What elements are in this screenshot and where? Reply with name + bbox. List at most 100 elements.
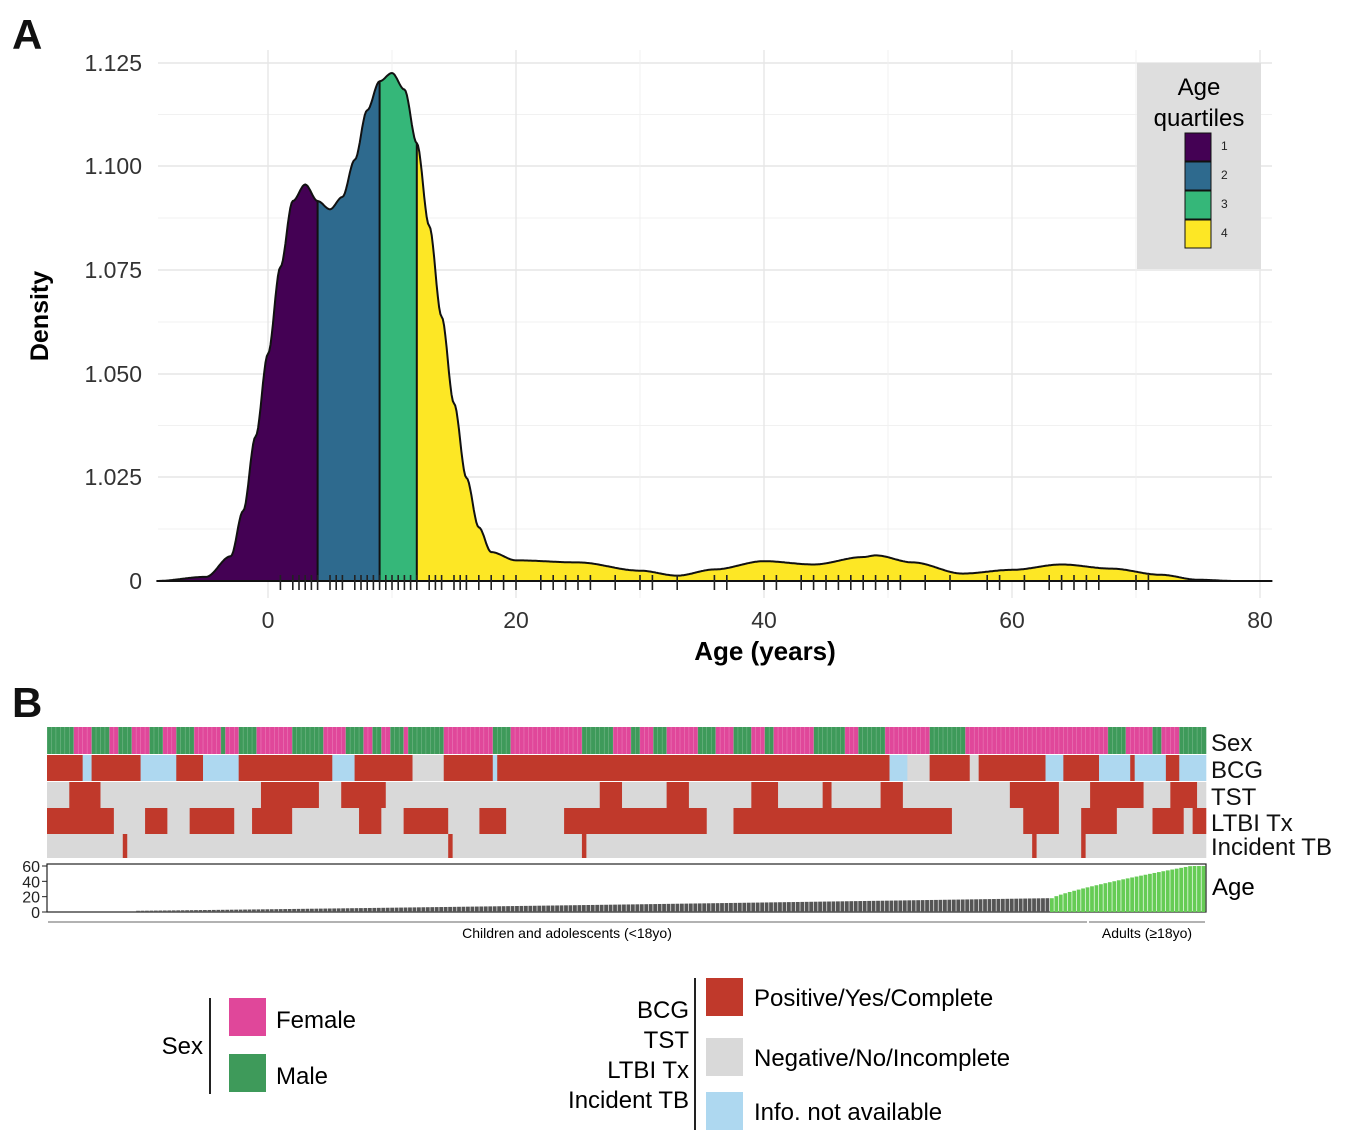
age-bar: [608, 904, 613, 912]
heatmap-cell: [189, 808, 235, 834]
age-bar: [323, 908, 328, 912]
age-bar: [452, 906, 457, 912]
age-bar: [537, 905, 542, 912]
heatmap-cell: [443, 755, 494, 781]
age-bar: [662, 903, 666, 912]
age-bar: [314, 908, 319, 912]
heatmap-cell: [345, 727, 364, 754]
heatmap-cell: [581, 834, 587, 858]
age-bar: [149, 910, 154, 912]
heatmap-cell: [1165, 755, 1180, 781]
heatmap-cell: [109, 727, 119, 754]
age-bar: [956, 899, 961, 912]
quartile-1-area: [156, 184, 318, 581]
age-bar: [372, 907, 377, 912]
x-tick-label: 20: [503, 607, 529, 633]
heatmap-cell: [448, 834, 453, 858]
heatmap-cell: [1125, 727, 1153, 754]
age-bar: [876, 900, 880, 912]
age-bar: [1058, 894, 1063, 912]
age-bar: [225, 909, 230, 912]
heatmap-cell: [497, 755, 890, 781]
heatmap-cell: [889, 755, 908, 781]
heatmap-cell: [318, 782, 342, 808]
age-bar: [724, 903, 729, 912]
age-bar: [831, 901, 836, 912]
age-bar: [1041, 898, 1045, 912]
positive-label: Positive/Yes/Complete: [754, 985, 993, 1012]
age-bar: [840, 901, 845, 912]
age-bar: [568, 905, 573, 912]
age-bar: [1103, 883, 1108, 912]
age-bar: [769, 902, 773, 912]
heatmap-cell: [412, 755, 445, 781]
heatmap-cell: [506, 808, 565, 834]
heatmap-cell: [751, 782, 779, 808]
age-bar: [220, 909, 225, 912]
sex-legend-title: Sex: [162, 1033, 203, 1060]
age-bar: [951, 899, 956, 912]
heatmap-cell: [1134, 755, 1167, 781]
age-bar: [332, 908, 337, 912]
age-bar: [140, 910, 145, 912]
age-bar: [902, 900, 907, 912]
age-axis-label: 0: [31, 905, 40, 922]
age-bar: [546, 905, 551, 912]
age-bar: [243, 909, 247, 912]
heatmap-cell: [127, 834, 449, 858]
age-bar: [1090, 886, 1094, 912]
heatmap-cell: [1085, 834, 1207, 858]
heatmap-cell: [639, 727, 654, 754]
age-bar: [1161, 871, 1166, 912]
age-bar: [162, 910, 167, 912]
age-bar: [1130, 877, 1135, 912]
age-bar: [969, 899, 974, 912]
heatmap-cell: [47, 782, 70, 808]
age-bar: [786, 902, 791, 912]
age-bar: [1201, 866, 1206, 912]
heatmap-cell: [1152, 808, 1185, 834]
age-bar: [1023, 898, 1028, 912]
heatmap-cell: [225, 727, 239, 754]
y-tick-label: 1.125: [84, 50, 142, 76]
age-bar: [265, 909, 270, 912]
age-bar: [519, 905, 524, 912]
age-bar: [622, 904, 626, 912]
heatmap-cell: [252, 808, 293, 834]
age-bar: [885, 900, 889, 912]
age-bar: [216, 909, 221, 912]
heatmap-cell: [332, 755, 355, 781]
age-bar: [390, 907, 395, 912]
age-bar: [412, 907, 417, 912]
age-bar: [399, 907, 403, 912]
age-bar: [153, 910, 158, 912]
age-bar: [1005, 898, 1010, 912]
heatmap-cell: [1116, 808, 1153, 834]
age-bar: [773, 902, 778, 912]
age-bar: [818, 901, 822, 912]
heatmap-cell: [978, 755, 1046, 781]
age-bar: [751, 902, 756, 912]
heatmap-cell: [443, 727, 494, 754]
age-bar: [693, 903, 698, 912]
age-bar: [800, 901, 805, 912]
age-bar: [550, 905, 555, 912]
female-label: Female: [276, 1007, 356, 1034]
age-bar: [394, 907, 399, 912]
age-bar: [1094, 885, 1099, 912]
age-bar: [987, 899, 992, 912]
age-bar: [746, 902, 751, 912]
age-bar: [916, 900, 921, 912]
age-bar: [327, 908, 332, 912]
age-bar: [474, 906, 479, 912]
heatmap-cell: [622, 782, 667, 808]
heatmap-cell: [381, 808, 404, 834]
age-bar: [702, 903, 707, 912]
age-bar: [421, 907, 426, 912]
heatmap-cell: [1130, 755, 1135, 781]
age-bar: [185, 910, 189, 912]
age-bar: [599, 904, 604, 912]
age-bar: [706, 903, 711, 912]
age-bar: [581, 905, 586, 912]
age-bar: [764, 902, 769, 912]
